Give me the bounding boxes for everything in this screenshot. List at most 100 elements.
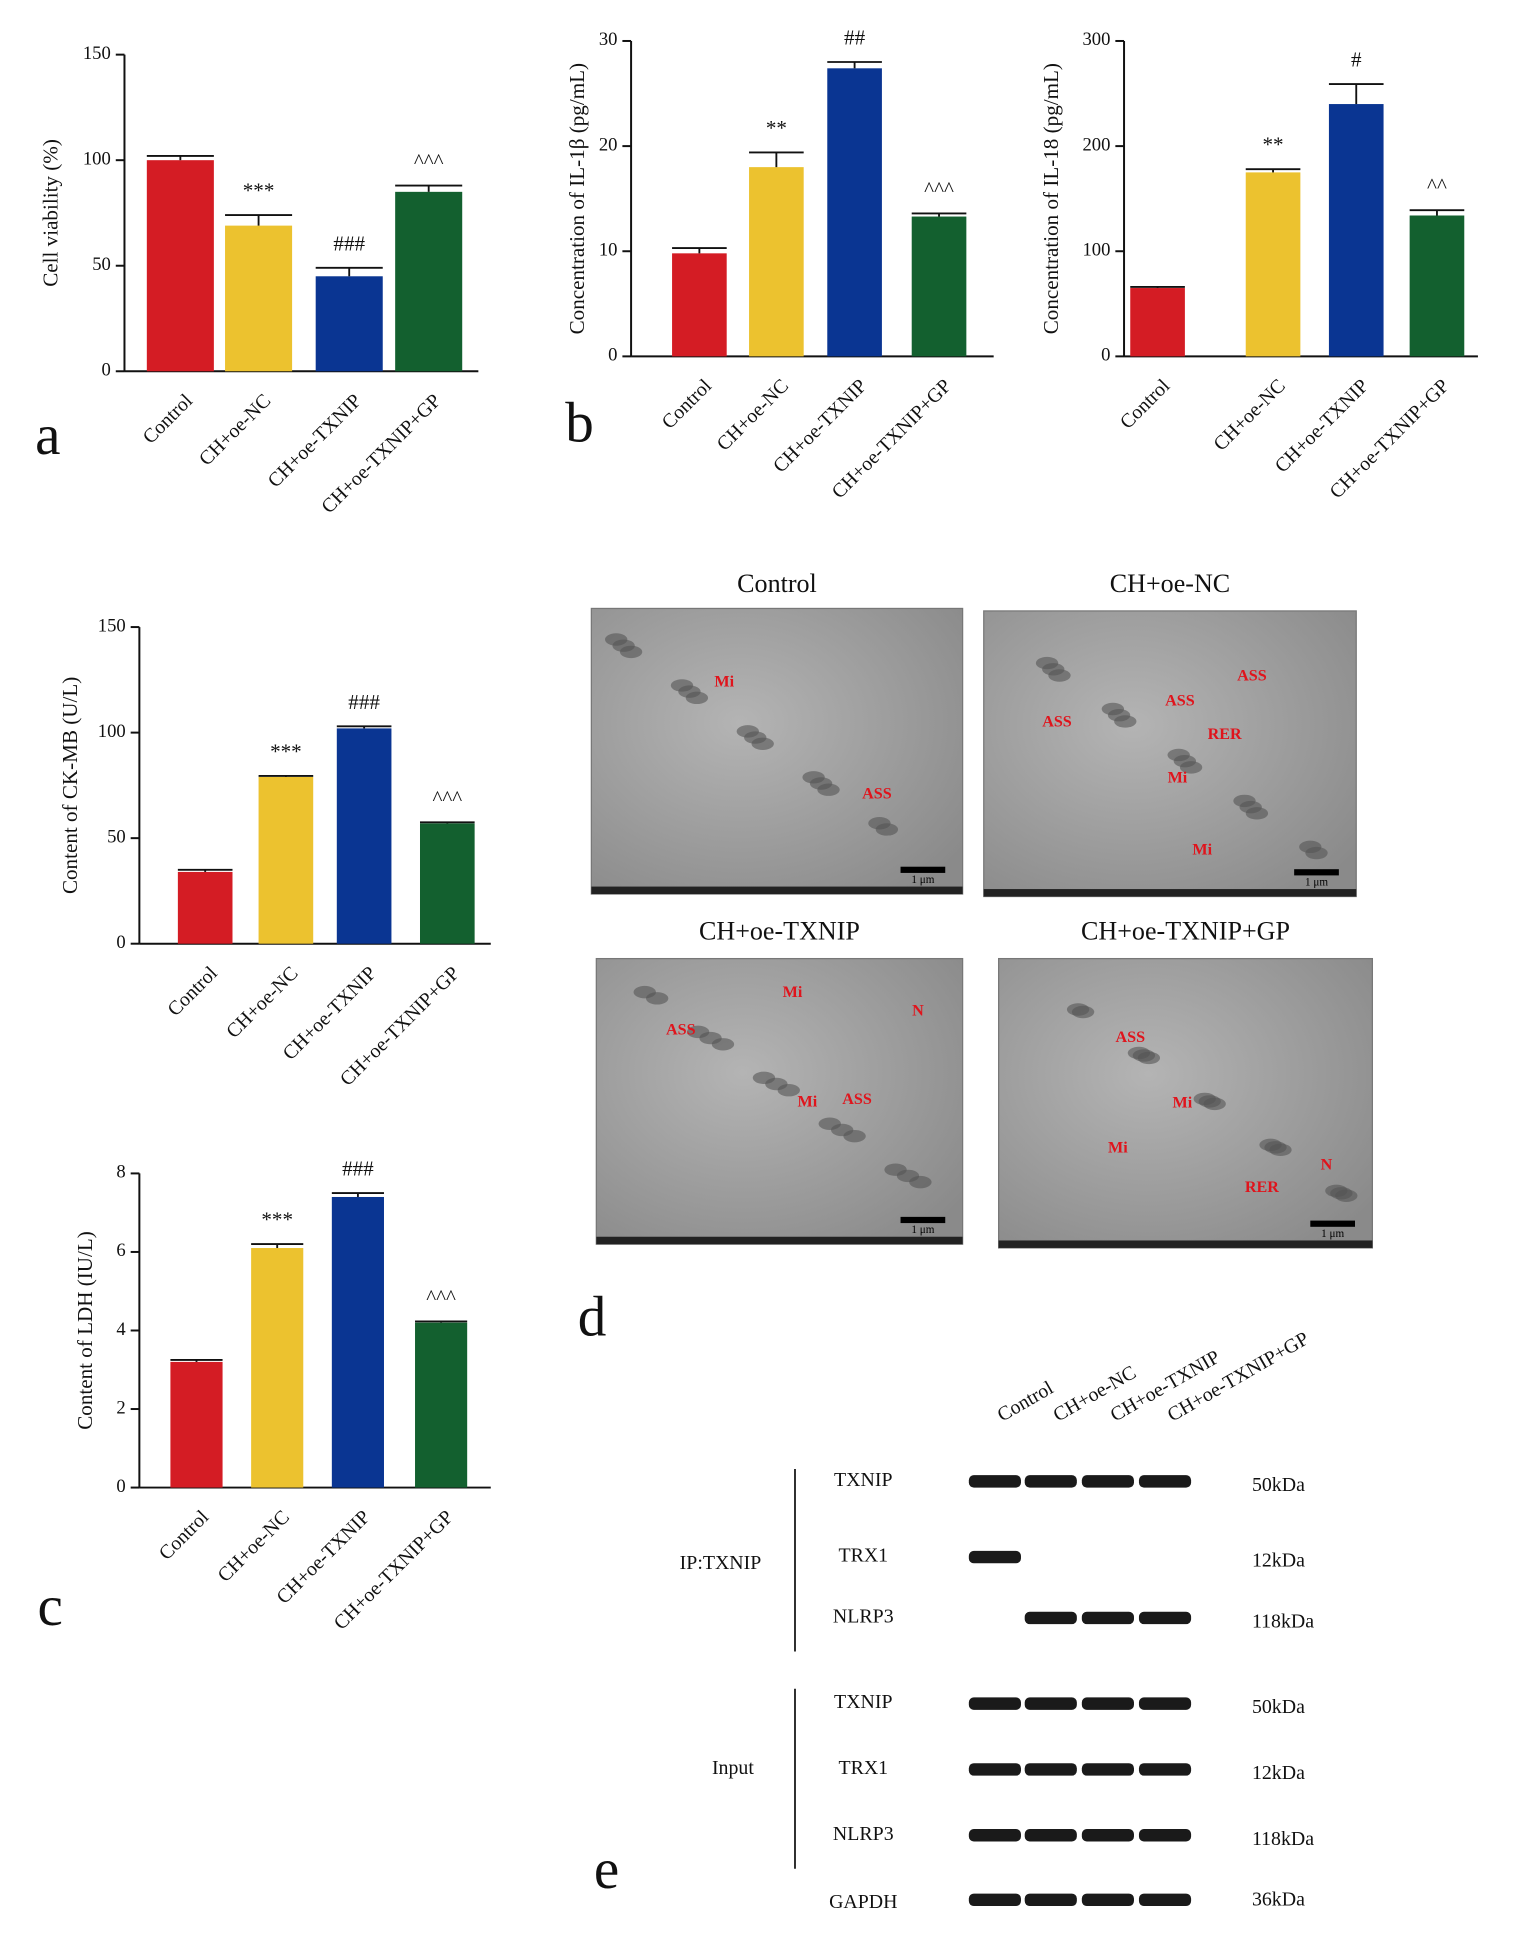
bar <box>177 871 233 944</box>
significance: # <box>1351 48 1362 72</box>
tem-label: Mi <box>1192 841 1212 858</box>
protein-label: TRX1 <box>838 1545 888 1567</box>
tem-label: ASS <box>1115 1029 1145 1046</box>
x-tick-label: CH+oe-NC <box>195 390 275 470</box>
x-tick-label: Control <box>155 1506 214 1565</box>
significance: ### <box>342 1157 374 1181</box>
scale-label: 1 μm <box>911 874 934 886</box>
tem-label: Mi <box>714 674 734 691</box>
band <box>968 1550 1021 1564</box>
organelle <box>1114 715 1137 728</box>
bar <box>146 160 214 372</box>
x-tick-label: Control <box>658 375 717 434</box>
bar <box>827 68 882 357</box>
y-tick-label: 20 <box>599 134 618 155</box>
y-tick-label: 100 <box>83 148 111 169</box>
significance: ** <box>766 116 787 140</box>
tem-label: Mi <box>1108 1139 1128 1156</box>
band <box>1081 1893 1134 1907</box>
panel-letter: d <box>578 1286 607 1349</box>
tem-footer <box>596 1236 963 1245</box>
significance: ## <box>844 25 866 49</box>
y-axis-title: Content of LDH (IU/L) <box>73 1231 97 1430</box>
y-tick-label: 0 <box>101 360 110 381</box>
tem-label: RER <box>1245 1179 1279 1196</box>
panel-letter: e <box>594 1838 619 1901</box>
tem-footer <box>591 886 963 895</box>
bar <box>1130 288 1185 357</box>
significance: ### <box>333 231 365 255</box>
y-axis-title: Concentration of IL-1β (pg/mL) <box>565 63 589 334</box>
y-tick-label: 0 <box>608 345 617 366</box>
band <box>968 1893 1021 1907</box>
y-tick-label: 0 <box>1101 345 1110 366</box>
organelle <box>1245 807 1269 820</box>
x-tick-label: Control <box>163 962 222 1021</box>
x-tick-label: CH+oe-NC <box>213 1506 293 1586</box>
tem-image <box>595 957 964 1245</box>
bar <box>911 216 967 357</box>
protein-label: NLRP3 <box>833 1823 894 1845</box>
bar <box>1409 215 1465 357</box>
tem-image <box>590 607 964 895</box>
panel-letter: c <box>38 1575 63 1638</box>
organelle <box>619 645 643 659</box>
protein-label: TXNIP <box>834 1691 892 1713</box>
y-tick-label: 6 <box>116 1240 125 1261</box>
significance: *** <box>261 1208 293 1232</box>
band <box>1081 1829 1134 1842</box>
scale-bar <box>900 866 946 873</box>
bar <box>395 191 463 372</box>
tem-label: Mi <box>783 984 803 1001</box>
x-tick-label: Control <box>1116 375 1175 434</box>
tem-label: ASS <box>1165 692 1195 709</box>
x-tick-label: CH+oe-NC <box>713 375 793 455</box>
y-tick-label: 4 <box>116 1319 126 1340</box>
band <box>1024 1475 1077 1488</box>
size-label: 12kDa <box>1252 1550 1305 1572</box>
scale-label: 1 μm <box>1321 1228 1344 1240</box>
bar <box>1245 172 1301 357</box>
significance: ^^^ <box>426 1285 456 1309</box>
organelle <box>1335 1189 1358 1202</box>
y-tick-label: 8 <box>116 1162 125 1183</box>
organelle <box>1137 1051 1161 1065</box>
band <box>1138 1475 1192 1488</box>
tem-label: Mi <box>1168 769 1188 786</box>
size-label: 36kDa <box>1252 1889 1305 1911</box>
lane-label: Control <box>994 1377 1058 1427</box>
band <box>1138 1829 1192 1842</box>
organelle <box>1179 761 1203 774</box>
panel-letter: b <box>565 391 594 454</box>
bar <box>331 1196 384 1488</box>
y-tick-label: 50 <box>107 826 126 847</box>
organelle <box>1305 846 1328 860</box>
y-tick-label: 10 <box>599 240 618 261</box>
band <box>1138 1893 1192 1907</box>
tem-footer <box>998 1240 1373 1248</box>
tem-image <box>998 957 1374 1249</box>
band <box>1024 1893 1077 1907</box>
y-tick-label: 100 <box>1082 240 1110 261</box>
band <box>1024 1611 1077 1625</box>
organelle <box>645 992 669 1005</box>
band <box>1024 1829 1077 1842</box>
tem-label: N <box>912 1003 924 1020</box>
size-label: 12kDa <box>1252 1762 1305 1784</box>
tem-label: ASS <box>842 1091 872 1108</box>
band <box>1081 1611 1134 1625</box>
band <box>1138 1697 1192 1710</box>
tem-title: CH+oe-NC <box>1110 569 1230 598</box>
bar <box>170 1361 223 1488</box>
band <box>968 1829 1021 1842</box>
bar <box>749 167 804 357</box>
x-tick-label: CH+oe-NC <box>222 962 302 1042</box>
band <box>1081 1475 1134 1488</box>
significance: ^^^ <box>924 177 954 201</box>
tem-label: Mi <box>798 1093 818 1110</box>
band <box>1024 1763 1077 1776</box>
significance: ** <box>1263 133 1284 157</box>
y-axis-title: Concentration of IL-18 (pg/mL) <box>1039 63 1063 334</box>
bar <box>336 728 392 944</box>
organelle <box>1203 1097 1226 1111</box>
